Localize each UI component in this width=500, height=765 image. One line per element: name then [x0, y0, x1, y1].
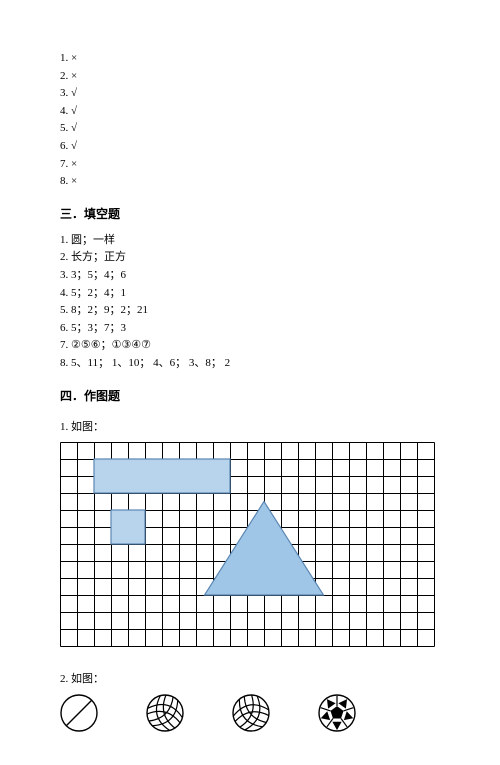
tf-item-1: 1. × [60, 50, 440, 68]
tf-item-6: 6. √ [60, 138, 440, 156]
volleyball-icon-2 [232, 694, 270, 735]
soccer-ball-icon [318, 694, 356, 735]
section4-heading: 四．作图题 [60, 387, 440, 404]
tf-item-5: 5. √ [60, 120, 440, 138]
q1-label: 1. 如图： [60, 418, 440, 434]
tf-item-8: 8. × [60, 173, 440, 191]
grid-svg [60, 442, 435, 647]
circle-crossed-icon [60, 694, 98, 735]
fb-item-7: 7. ②⑤⑥；①③④⑦ [60, 337, 440, 355]
balls-row [60, 694, 440, 735]
tf-item-7: 7. × [60, 156, 440, 174]
tf-item-4: 4. √ [60, 103, 440, 121]
fb-item-1: 1. 圆；一样 [60, 232, 440, 250]
tf-item-2: 2. × [60, 68, 440, 86]
tf-item-3: 3. √ [60, 85, 440, 103]
fb-item-2: 2. 长方；正方 [60, 249, 440, 267]
true-false-list: 1. × 2. × 3. √ 4. √ 5. √ 6. √ 7. × 8. × [60, 50, 440, 191]
section3-heading: 三．填空题 [60, 205, 440, 222]
fb-item-4: 4. 5；2；4；1 [60, 285, 440, 303]
volleyball-icon-1 [146, 694, 184, 735]
fill-blank-list: 1. 圆；一样 2. 长方；正方 3. 3；5；4；6 4. 5；2；4；1 5… [60, 232, 440, 373]
fb-item-5: 5. 8；2；9；2；21 [60, 302, 440, 320]
q2-label: 2. 如图： [60, 670, 440, 686]
fb-item-3: 3. 3；5；4；6 [60, 267, 440, 285]
grid-figure [60, 442, 440, 650]
fb-item-6: 6. 5；3；7；3 [60, 320, 440, 338]
fb-item-8: 8. 5、11； 1、10； 4、6； 3、8； 2 [60, 355, 440, 373]
